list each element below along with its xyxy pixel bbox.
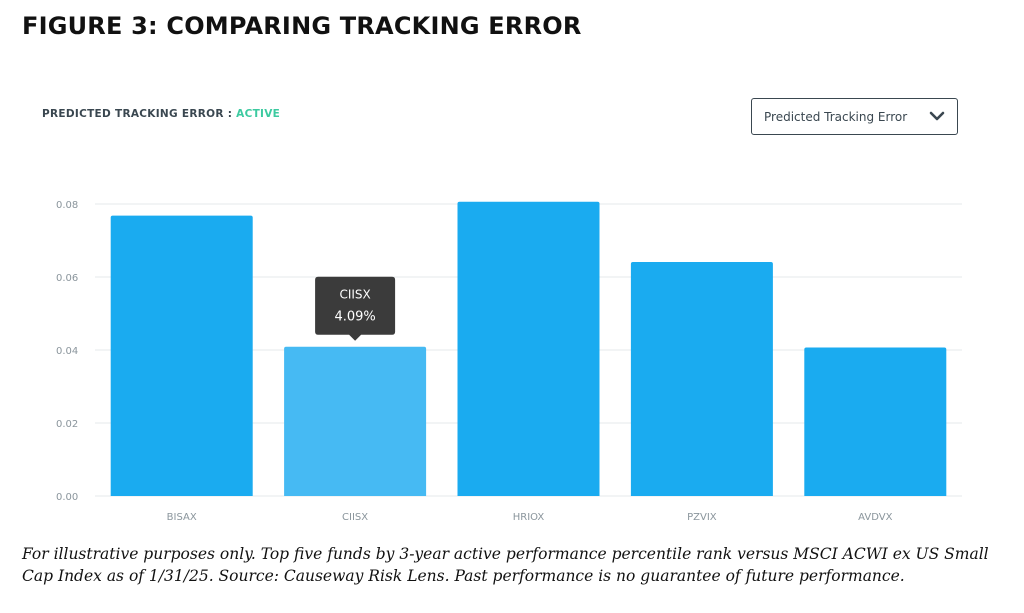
x-tick-label: HRIOX [513,512,545,523]
tooltip-value: 4.09% [334,310,375,325]
y-tick-label: 0.06 [56,273,78,284]
x-tick-label: AVDVX [858,512,892,523]
y-tick-label: 0.00 [56,492,78,503]
bar-tooltip: CIISX 4.09% [315,276,396,341]
figure-title: FIGURE 3: COMPARING TRACKING ERROR [22,12,582,40]
tracking-error-bar-chart: 0.00 0.02 0.04 0.06 0.08 BISAX CIISX HRIOX PZVIX… [56,200,962,523]
y-tick-label: 0.02 [56,419,78,430]
tooltip-box [315,276,396,341]
chevron-down-icon [929,111,945,121]
bar-hriox[interactable] [457,201,600,496]
x-tick-label: PZVIX [687,512,717,523]
figure-caption: For illustrative purposes only. Top five… [22,545,989,585]
y-tick-label: 0.04 [56,346,78,357]
tooltip-label: CIISX [339,288,370,302]
bar-ciisx[interactable] [284,346,427,496]
x-tick-label: CIISX [342,512,368,523]
bar-avdvx[interactable] [804,347,947,496]
dropdown-selected-value: Predicted Tracking Error [764,109,908,124]
bar-bisax[interactable] [110,215,253,496]
bar-pzvix[interactable] [630,262,773,496]
status-label: ACTIVE [236,108,281,120]
panel-label-text: PREDICTED TRACKING ERROR [42,108,224,120]
x-tick-label: BISAX [167,512,197,523]
y-tick-label: 0.08 [56,200,78,211]
panel-label-separator: : [223,108,237,120]
panel-label: PREDICTED TRACKING ERROR : ACTIVE [42,108,280,120]
metric-dropdown[interactable]: Predicted Tracking Error [751,98,958,135]
